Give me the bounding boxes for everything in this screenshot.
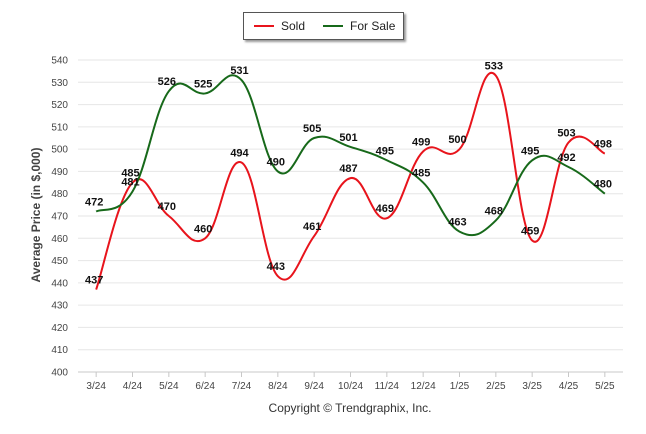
data-label-for-sale: 505 [303, 123, 321, 135]
x-tick-label: 3/24 [86, 381, 106, 392]
x-tick-label: 1/25 [450, 381, 470, 392]
y-tick-label: 420 [51, 323, 68, 334]
x-tick-label: 8/24 [268, 381, 288, 392]
x-tick-label: 6/24 [195, 381, 215, 392]
x-tick-label: 5/24 [159, 381, 179, 392]
legend-label-sold: Sold [281, 19, 306, 33]
legend-label-for-sale: For Sale [350, 19, 396, 33]
y-tick-label: 520 [51, 100, 68, 111]
data-label-sold: 459 [521, 226, 539, 238]
y-tick-label: 460 [51, 234, 68, 245]
data-label-for-sale: 463 [448, 217, 466, 229]
data-label-sold: 503 [557, 127, 575, 139]
y-tick-label: 470 [51, 212, 68, 223]
data-label-for-sale: 492 [557, 152, 575, 164]
data-label-sold: 485 [121, 168, 139, 180]
y-tick-label: 500 [51, 145, 68, 156]
y-tick-label: 530 [51, 78, 68, 89]
chart-legend: Sold For Sale [243, 12, 404, 40]
legend-swatch-for-sale [323, 25, 344, 27]
y-tick-label: 410 [51, 345, 68, 356]
series-line-for-sale [95, 74, 606, 237]
data-label-for-sale: 472 [85, 197, 103, 209]
y-tick-label: 510 [51, 122, 68, 133]
x-tick-label: 4/24 [123, 381, 143, 392]
data-label-sold: 469 [376, 203, 394, 215]
x-tick-label: 7/24 [232, 381, 252, 392]
data-label-for-sale: 485 [412, 168, 430, 180]
data-label-for-sale: 480 [594, 179, 612, 191]
y-tick-label: 540 [51, 56, 68, 67]
y-tick-label: 440 [51, 278, 68, 289]
series-line-sold [95, 71, 606, 290]
data-label-sold: 461 [303, 221, 321, 233]
data-label-sold: 437 [85, 275, 103, 287]
data-label-for-sale: 481 [121, 176, 139, 188]
data-label-for-sale: 495 [521, 145, 539, 157]
data-label-for-sale: 525 [194, 78, 212, 90]
data-label-sold: 487 [339, 163, 357, 175]
data-label-sold: 494 [230, 148, 249, 160]
y-tick-label: 430 [51, 301, 68, 312]
x-tick-label: 10/24 [338, 381, 363, 392]
data-label-sold: 470 [158, 201, 176, 213]
data-label-for-sale: 526 [158, 76, 176, 88]
data-label-for-sale: 531 [230, 65, 248, 77]
data-label-for-sale: 495 [376, 145, 394, 157]
y-tick-label: 480 [51, 189, 68, 200]
y-tick-label: 400 [51, 368, 68, 379]
data-label-for-sale: 490 [267, 156, 285, 168]
y-tick-label: 450 [51, 256, 68, 267]
x-tick-label: 3/25 [522, 381, 542, 392]
data-label-sold: 533 [485, 61, 503, 73]
data-label-sold: 500 [448, 134, 466, 146]
x-tick-label: 4/25 [559, 381, 579, 392]
data-label-sold: 499 [412, 136, 430, 148]
legend-item-for-sale[interactable]: For Sale [323, 19, 395, 33]
legend-swatch-sold [254, 25, 274, 27]
x-tick-label: 2/25 [486, 381, 506, 392]
data-label-sold: 443 [267, 261, 285, 273]
x-tick-label: 12/24 [411, 381, 436, 392]
data-label-for-sale: 501 [339, 132, 357, 144]
data-label-sold: 498 [594, 139, 612, 151]
copyright-text: Copyright © Trendgraphix, Inc. [268, 401, 432, 415]
y-tick-label: 490 [51, 167, 68, 178]
legend-item-sold[interactable]: Sold [254, 19, 305, 33]
x-tick-label: 11/24 [375, 381, 400, 392]
x-tick-label: 9/24 [304, 381, 324, 392]
data-label-sold: 460 [194, 223, 212, 235]
x-tick-label: 5/25 [595, 381, 615, 392]
data-label-for-sale: 468 [485, 205, 503, 217]
